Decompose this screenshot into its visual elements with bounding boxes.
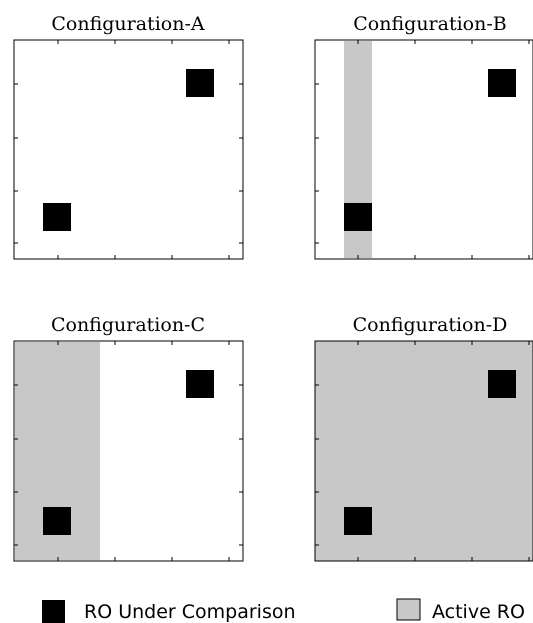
panel-title-b: Configuration-B bbox=[353, 13, 506, 35]
panel-configuration-b: Configuration-B bbox=[314, 13, 533, 260]
ticks-d bbox=[315, 341, 530, 561]
ro-under-comparison-square-b1 bbox=[488, 69, 516, 97]
ro-under-comparison-square-c1 bbox=[186, 370, 214, 398]
panel-configuration-c: Configuration-C bbox=[13, 314, 244, 562]
ro-under-comparison-square-a1 bbox=[186, 69, 214, 97]
panel-configuration-d: Configuration-D bbox=[314, 314, 533, 562]
legend: RO Under Comparison Active RO bbox=[42, 598, 525, 623]
legend-swatch-ro-under-comparison bbox=[42, 600, 65, 623]
panel-title-d: Configuration-D bbox=[353, 314, 508, 336]
ro-under-comparison-square-a2 bbox=[43, 203, 71, 231]
ticks-a bbox=[14, 40, 243, 259]
ro-under-comparison-square-b2 bbox=[344, 203, 372, 231]
legend-label-ro-under-comparison: RO Under Comparison bbox=[84, 601, 296, 623]
ro-under-comparison-square-d1 bbox=[488, 370, 516, 398]
panel-title-a: Configuration-A bbox=[51, 13, 205, 35]
ticks-b bbox=[315, 40, 530, 259]
ro-under-comparison-square-c2 bbox=[43, 507, 71, 535]
legend-label-active-ro: Active RO bbox=[432, 601, 525, 623]
ticks-c bbox=[14, 341, 243, 561]
ro-under-comparison-square-d2 bbox=[344, 507, 372, 535]
panel-title-c: Configuration-C bbox=[51, 314, 205, 336]
panel-configuration-a: Configuration-A bbox=[13, 13, 244, 260]
legend-swatch-active-ro bbox=[396, 598, 421, 621]
